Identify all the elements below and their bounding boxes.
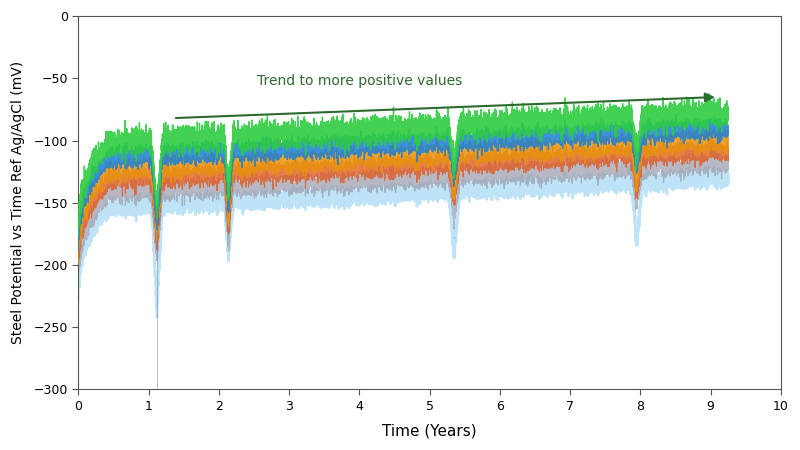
X-axis label: Time (Years): Time (Years) xyxy=(382,424,477,439)
Text: Trend to more positive values: Trend to more positive values xyxy=(257,74,462,88)
Y-axis label: Steel Potential vs Time Ref Ag/AgCl (mV): Steel Potential vs Time Ref Ag/AgCl (mV) xyxy=(11,61,25,344)
